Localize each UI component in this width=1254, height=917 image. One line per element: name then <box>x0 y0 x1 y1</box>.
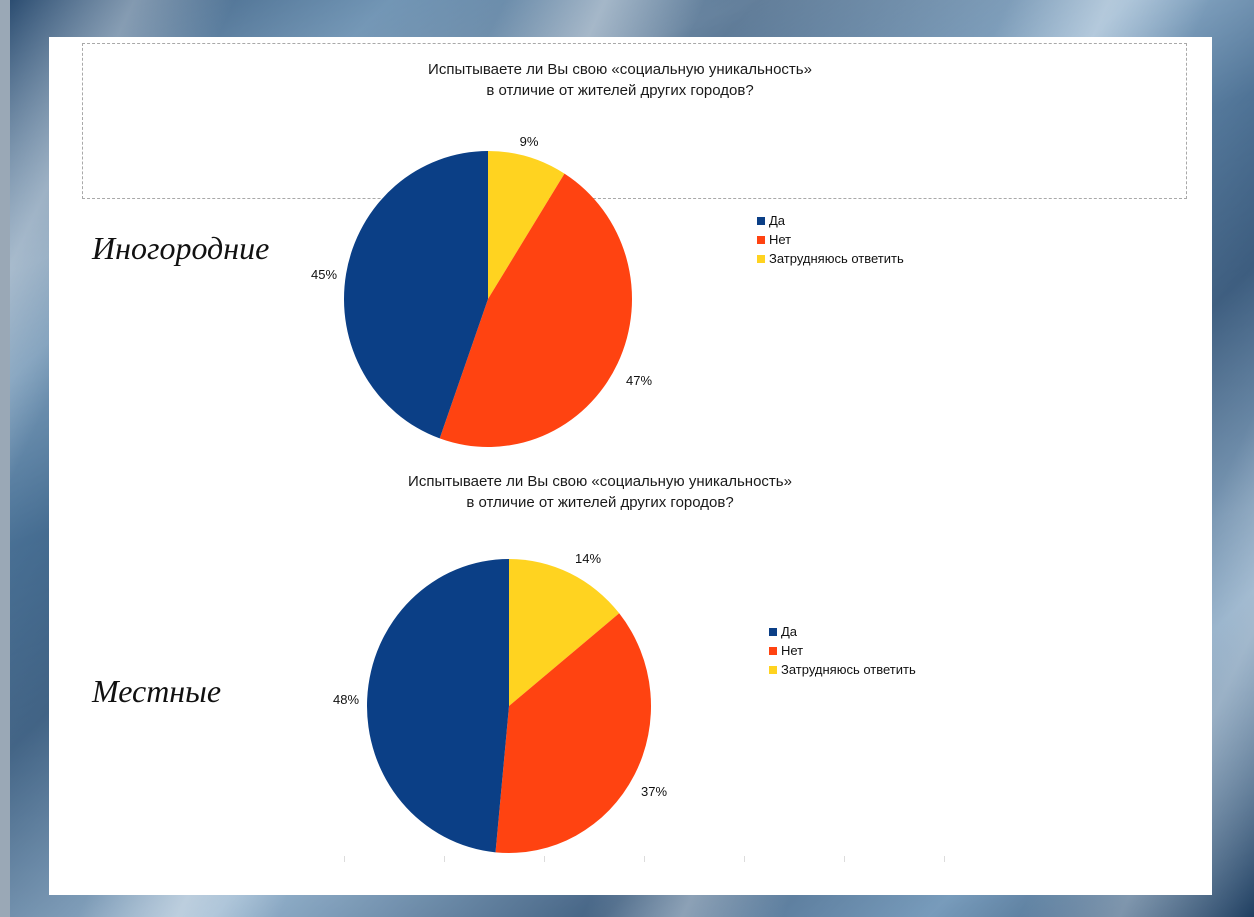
chart-1-label-unsure: 9% <box>520 134 539 149</box>
tick-mark <box>644 856 645 862</box>
legend-swatch-unsure <box>757 254 765 263</box>
chart-2-title: Испытываете ли Вы свою «социальную уника… <box>297 471 903 513</box>
chart-1-pie: 45% 47% 9% <box>311 134 652 448</box>
chart-1-legend: Да Нет Затрудняюсь ответить <box>757 211 904 268</box>
chart-2-title-line-2: в отличие от жителей других городов? <box>466 494 734 511</box>
legend-swatch-unsure <box>769 665 777 674</box>
chart-1-slice-unsure <box>488 151 565 299</box>
legend-swatch-yes <box>769 627 777 636</box>
chart-1-title: Испытываете ли Вы свою «социальную уника… <box>300 59 940 101</box>
tick-mark <box>444 856 445 862</box>
legend-label-yes: Да <box>781 624 798 639</box>
chart-2-slice-yes <box>366 559 509 853</box>
chart-1-title-line-1: Испытываете ли Вы свою «социальную уника… <box>428 61 812 78</box>
tick-mark <box>944 856 945 862</box>
tick-mark <box>344 856 345 862</box>
legend-item-unsure: Затрудняюсь ответить <box>757 249 904 268</box>
tick-mark <box>544 856 545 862</box>
tick-mark <box>844 856 845 862</box>
legend-swatch-yes <box>757 216 765 225</box>
group-label-nonresidents: Иногородние <box>92 230 270 266</box>
legend-swatch-no <box>769 646 777 655</box>
legend-item-yes: Да <box>769 622 916 641</box>
legend-item-no: Нет <box>757 230 904 249</box>
chart-2-label-unsure: 14% <box>575 551 601 566</box>
legend-label-unsure: Затрудняюсь ответить <box>769 251 904 266</box>
legend-label-yes: Да <box>769 213 786 228</box>
chart-1-slice-no <box>439 173 632 448</box>
chart-2-slice-unsure <box>509 559 620 706</box>
chart-1-label-yes: 45% <box>311 267 337 282</box>
legend-label-unsure: Затрудняюсь ответить <box>781 662 916 677</box>
chart-1-label-no: 47% <box>626 373 652 388</box>
legend-item-yes: Да <box>757 211 904 230</box>
faint-axis-ticks <box>344 856 945 864</box>
title-placeholder-box <box>82 43 1187 199</box>
legend-item-no: Нет <box>769 641 916 660</box>
legend-label-no: Нет <box>781 643 804 658</box>
chart-1-slice-yes <box>344 151 488 439</box>
window-edge <box>0 0 10 917</box>
group-label-locals: Местные <box>92 673 222 709</box>
chart-2-slice-no <box>495 613 651 853</box>
chart-1-title-line-2: в отличие от жителей других городов? <box>486 82 754 99</box>
chart-2-pie: 48% 37% 14% <box>333 551 667 853</box>
chart-2-title-line-1: Испытываете ли Вы свою «социальную уника… <box>408 473 792 490</box>
legend-item-unsure: Затрудняюсь ответить <box>769 660 916 679</box>
chart-2-legend: Да Нет Затрудняюсь ответить <box>769 622 916 679</box>
tick-mark <box>744 856 745 862</box>
chart-2-label-no: 37% <box>641 784 667 799</box>
legend-swatch-no <box>757 235 765 244</box>
legend-label-no: Нет <box>769 232 792 247</box>
chart-2-label-yes: 48% <box>333 692 359 707</box>
